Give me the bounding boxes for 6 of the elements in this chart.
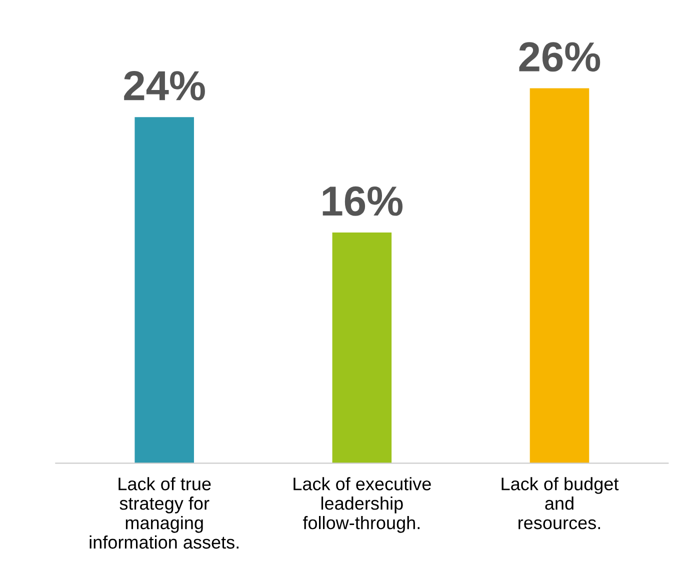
data-label: 24%	[124, 71, 205, 100]
data-label: 26%	[519, 42, 600, 72]
x-tick-label: Lack of executive leadership follow-through.	[294, 477, 431, 533]
data-label: 16%	[322, 186, 403, 216]
x-tick-label: Lack of budget and resources.	[502, 477, 619, 530]
x-tick-label: Lack of true strategy for managing information assets.	[90, 477, 238, 549]
